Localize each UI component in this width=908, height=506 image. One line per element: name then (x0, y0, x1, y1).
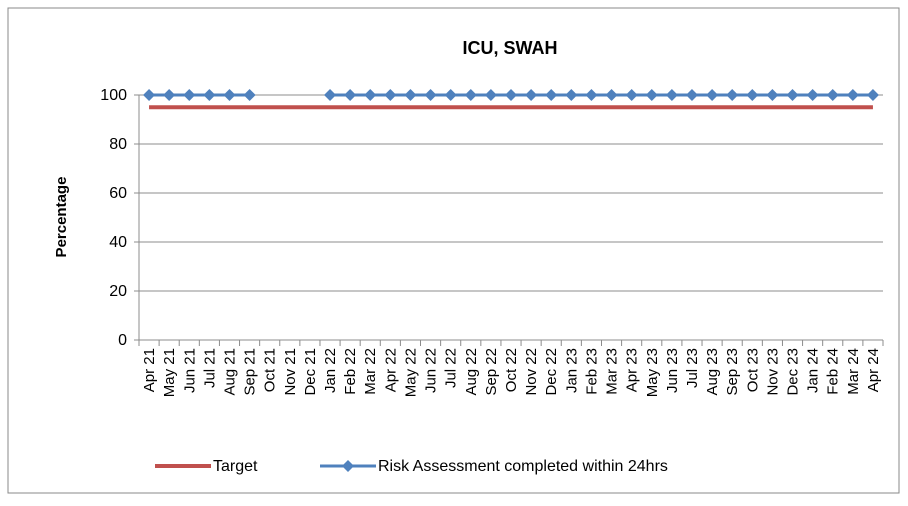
data-point (726, 89, 739, 101)
x-tick-label: May 23 (644, 348, 661, 397)
y-axis-label: Percentage (53, 177, 70, 258)
data-point (484, 89, 497, 101)
data-point (505, 89, 517, 101)
x-tick-label: Jun 23 (664, 348, 681, 393)
x-tick-label: Oct 21 (262, 348, 279, 392)
x-tick-label: Dec 22 (543, 348, 560, 396)
data-point (645, 89, 658, 101)
x-tick-label: Jan 24 (805, 348, 822, 393)
x-tick-label: Jan 22 (322, 348, 339, 393)
x-tick-label: Jan 23 (563, 348, 580, 393)
x-tick-label: Dec 21 (302, 348, 319, 396)
x-tick-label: Mar 22 (362, 348, 379, 395)
x-tick-label: Sep 21 (242, 348, 259, 396)
x-tick-label: Oct 23 (744, 348, 761, 392)
data-point (364, 89, 377, 101)
chart-title: ICU, SWAH (462, 38, 557, 58)
chart-border (7, 7, 900, 494)
data-point (685, 89, 698, 101)
x-tick-label: Jul 22 (443, 348, 460, 388)
y-tick-label: 0 (118, 332, 127, 349)
data-point (163, 89, 176, 101)
data-point (806, 89, 819, 101)
data-point (585, 89, 598, 101)
x-tick-label: Apr 21 (141, 348, 158, 392)
data-point (143, 89, 156, 101)
data-point (404, 89, 417, 101)
x-tick-label: Jun 21 (181, 348, 198, 393)
data-point (525, 89, 538, 101)
x-tick-label: Nov 22 (523, 348, 540, 396)
x-tick-label: Sep 22 (483, 348, 500, 396)
x-tick-label: Aug 23 (704, 348, 721, 396)
data-point (243, 89, 256, 101)
data-point (384, 89, 397, 101)
x-tick-label: May 21 (161, 348, 178, 397)
y-tick-label: 80 (109, 136, 127, 153)
data-point (203, 89, 216, 101)
data-point (324, 89, 337, 101)
y-tick-label: 40 (109, 234, 127, 251)
data-point (344, 89, 357, 101)
data-point (545, 89, 558, 101)
x-tick-label: Feb 22 (342, 348, 359, 395)
x-tick-label: Oct 22 (503, 348, 520, 392)
x-tick-label: Aug 22 (463, 348, 480, 396)
data-point (866, 89, 879, 101)
x-tick-label: Mar 24 (845, 348, 862, 395)
data-point (444, 89, 457, 101)
x-tick-label: Feb 24 (825, 348, 842, 395)
data-point (786, 89, 799, 101)
x-tick-label: Dec 23 (785, 348, 802, 396)
x-tick-label: Jul 23 (684, 348, 701, 388)
x-tick-label: Mar 23 (604, 348, 621, 395)
legend-label: Risk Assessment completed within 24hrs (378, 458, 668, 475)
x-tick-label: Apr 24 (865, 348, 882, 392)
data-point (665, 89, 678, 101)
data-point (565, 89, 578, 101)
legend-marker (342, 460, 354, 472)
x-tick-label: Aug 21 (221, 348, 238, 396)
x-tick-label: Jul 21 (201, 348, 218, 388)
data-point (223, 89, 236, 101)
y-tick-label: 60 (109, 185, 127, 202)
x-tick-label: Jun 22 (423, 348, 440, 393)
data-point (605, 89, 618, 101)
data-point (625, 89, 638, 101)
x-tick-label: Sep 23 (724, 348, 741, 396)
data-point (424, 89, 437, 101)
data-point (826, 89, 839, 101)
data-point (766, 89, 779, 101)
x-tick-label: Apr 22 (382, 348, 399, 392)
x-tick-label: Feb 23 (583, 348, 600, 395)
data-point (746, 89, 759, 101)
legend-label: Target (213, 458, 258, 475)
y-tick-label: 100 (100, 87, 127, 104)
y-tick-label: 20 (109, 283, 127, 300)
x-tick-label: Nov 21 (282, 348, 299, 396)
data-point (706, 89, 719, 101)
x-tick-label: Apr 23 (624, 348, 641, 392)
data-point (464, 89, 477, 101)
x-tick-label: May 22 (402, 348, 419, 397)
data-point (846, 89, 859, 101)
x-tick-label: Nov 23 (764, 348, 781, 396)
data-point (183, 89, 196, 101)
